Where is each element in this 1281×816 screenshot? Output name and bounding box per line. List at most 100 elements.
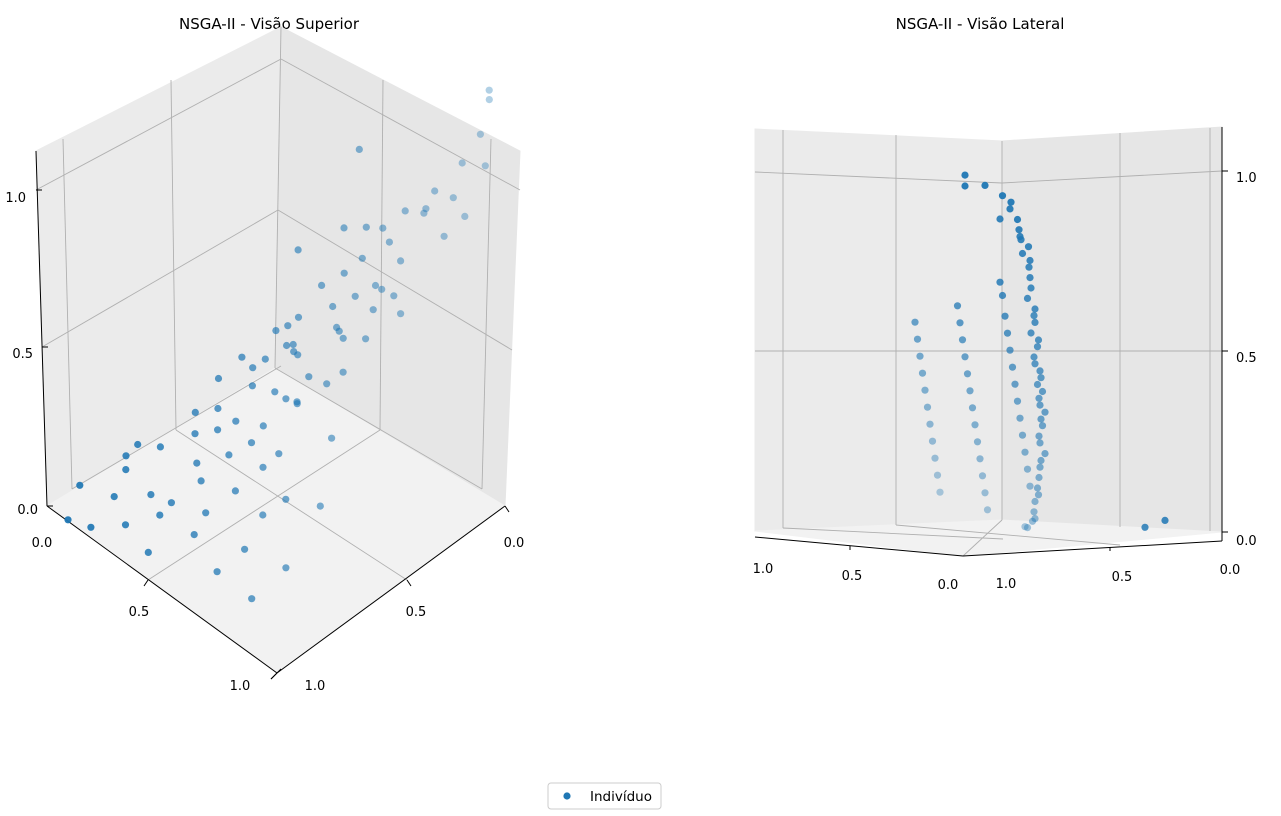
y-tick-label: 1.0 (996, 577, 1017, 592)
scatter-point (316, 502, 324, 510)
scatter-point (998, 291, 1007, 300)
scatter-point (294, 246, 302, 254)
scatter-point (1031, 360, 1039, 368)
scatter-point (983, 506, 992, 514)
scatter-point (440, 232, 448, 240)
scatter-point (283, 341, 291, 350)
scatter-point (379, 224, 387, 232)
scatter-point (931, 454, 939, 462)
subplot-title-side-view: NSGA-II - Visão Lateral (896, 15, 1065, 33)
scatter-point (1041, 450, 1049, 458)
scatter-point (351, 292, 359, 300)
scatter-point (1006, 205, 1014, 213)
scatter-point (1033, 484, 1042, 492)
scatter-point (282, 495, 290, 503)
scatter-point (213, 568, 221, 576)
scatter-point (248, 382, 256, 390)
scatter-point (963, 370, 972, 378)
scatter-point (340, 269, 348, 277)
scatter-point (340, 224, 348, 232)
scatter-point (259, 511, 267, 519)
scatter-point (1027, 329, 1035, 337)
scatter-point (289, 340, 297, 349)
scatter-point (936, 488, 944, 496)
scatter-point (1030, 508, 1038, 516)
scatter-point (1007, 198, 1015, 206)
scatter-point (1031, 497, 1039, 506)
scatter-point (973, 438, 982, 446)
scatter-point (275, 450, 283, 458)
scatter-point (1011, 380, 1019, 388)
legend-box (547, 782, 662, 810)
scatter-point (293, 400, 301, 408)
legend-label: Indivíduo (590, 789, 652, 805)
scatter-point (485, 96, 493, 104)
scatter-point (191, 408, 199, 416)
x-tick-label: 1.0 (753, 562, 774, 577)
scatter-point (390, 292, 398, 300)
scatter-point (996, 278, 1004, 286)
scatter-point (1031, 305, 1039, 313)
scatter-point (961, 182, 969, 190)
x-tick-label: 0.5 (406, 605, 427, 620)
scatter-point (1030, 353, 1038, 361)
scatter-point (1023, 465, 1032, 473)
scatter-point (1034, 336, 1043, 344)
scatter-point (458, 159, 466, 167)
scatter-point (358, 254, 366, 262)
scatter-point (249, 364, 257, 372)
scatter-point (282, 395, 290, 403)
scatter-point (305, 373, 313, 381)
scatter-point (156, 511, 164, 519)
z-tick-label: 0.0 (17, 503, 38, 518)
scatter-point (998, 192, 1007, 200)
scatter-point (282, 564, 290, 572)
scatter-point (420, 209, 428, 217)
back-pane-right (1001, 126, 1223, 533)
scatter-point (928, 437, 937, 445)
scatter-point (953, 302, 962, 310)
scatter-point (248, 595, 256, 603)
subplot-title-top-view: NSGA-II - Visão Superior (179, 15, 360, 33)
scatter-point (339, 334, 347, 342)
scatter-point (461, 212, 469, 220)
y-tick-label: 1.0 (230, 679, 251, 694)
z-tick-label: 1.0 (5, 191, 26, 206)
scatter-point (1031, 515, 1039, 523)
legend-marker (563, 792, 571, 800)
scatter-point (241, 545, 249, 553)
x-tick-label: 0.0 (938, 578, 959, 593)
scatter-point (329, 302, 337, 311)
axis-lines (35, 150, 510, 680)
scatter-point (1018, 249, 1027, 258)
scatter-point (1028, 517, 1037, 525)
scatter-point (1034, 491, 1043, 499)
scatter-point (64, 516, 72, 524)
scatter-point (923, 403, 932, 411)
scatter-point (214, 374, 223, 383)
scatter-point (956, 319, 964, 327)
legend: Indivíduo (547, 782, 662, 810)
scatter-point (202, 509, 210, 517)
scatter-points-side-view (911, 171, 1169, 532)
scatter-point (214, 404, 222, 413)
scatter-point (214, 426, 222, 434)
scatter-point (449, 194, 457, 202)
scatter-point (1035, 432, 1043, 440)
scatter-point (916, 352, 924, 360)
scatter-point (976, 455, 984, 463)
scatter-point (397, 310, 405, 318)
scatter-point (1024, 243, 1033, 251)
scatter-point (1031, 318, 1039, 326)
scatter-point (371, 281, 380, 290)
scatter-point (1036, 439, 1044, 447)
scatter-point (323, 380, 331, 388)
z-tick-label: 0.0 (1236, 534, 1257, 549)
scatter-point (1001, 312, 1009, 320)
scatter-point (318, 281, 326, 289)
scatter-point (918, 369, 927, 377)
scatter-point (401, 207, 409, 215)
scatter-point (1021, 448, 1029, 456)
scatter-point (121, 521, 130, 529)
axis-lines (754, 127, 1228, 557)
